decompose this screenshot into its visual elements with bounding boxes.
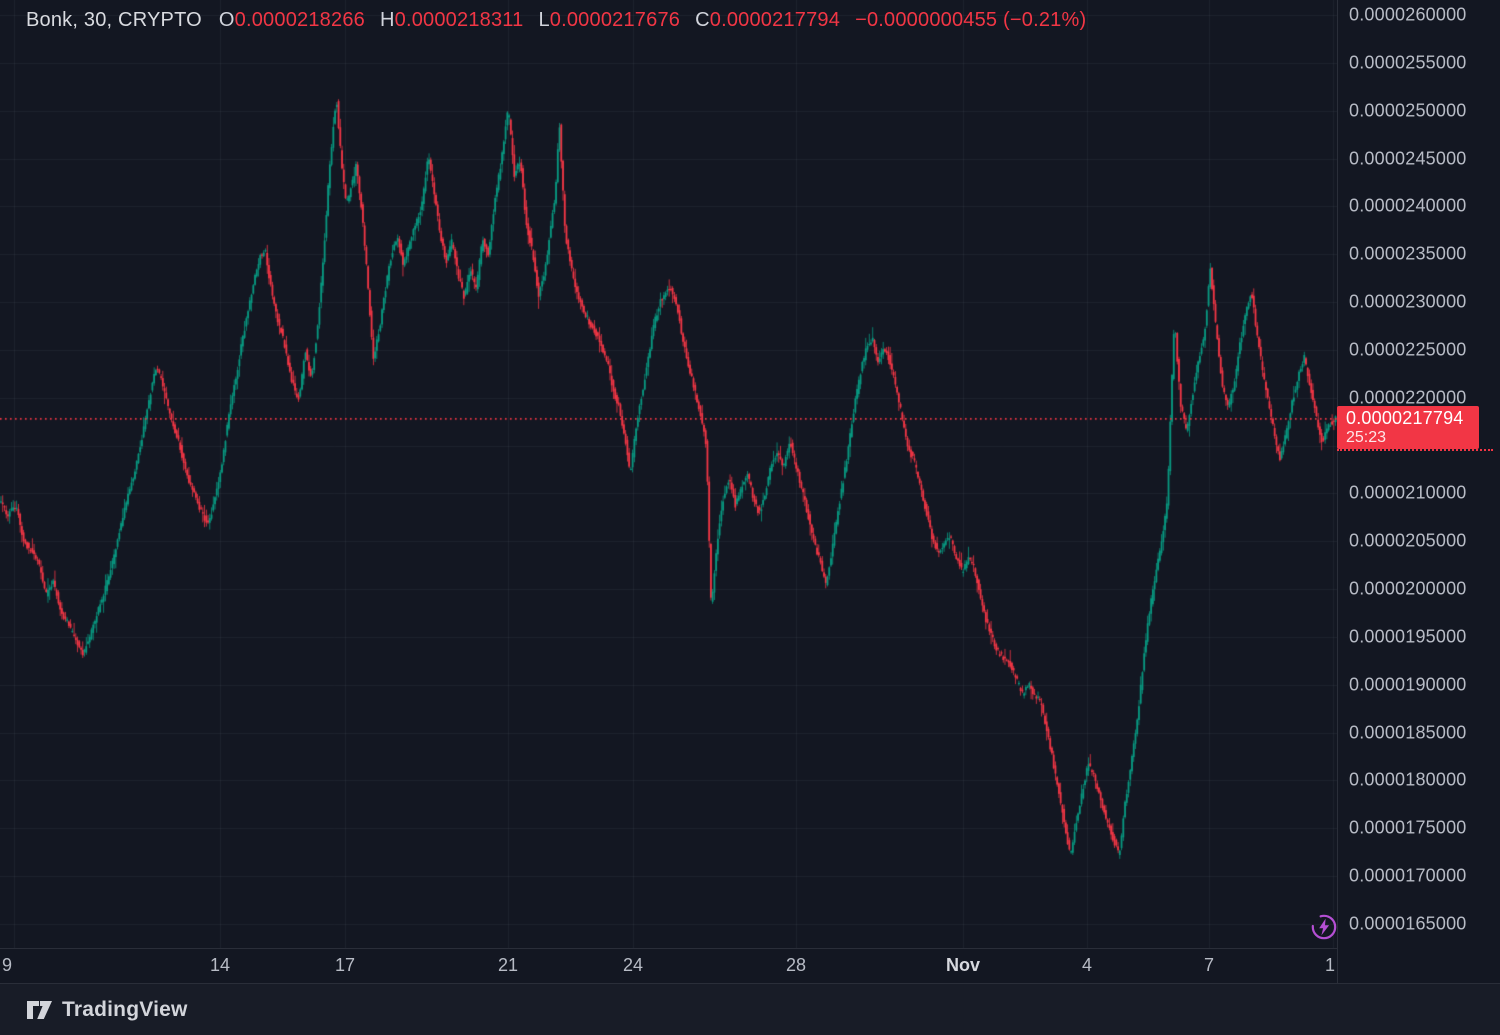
ohlc-open: O0.0000218266 xyxy=(218,9,365,31)
last-price-label: 0.0000217794 25:23 xyxy=(1337,405,1479,449)
time-axis-label: 17 xyxy=(334,955,356,975)
time-axis-label: 14 xyxy=(209,955,231,975)
time-axis-label: 9 xyxy=(1,955,13,975)
time-axis[interactable]: 9 14 17 21 24 28 Nov 4 7 1 xyxy=(0,948,1337,983)
tradingview-logo[interactable]: TradingView xyxy=(26,998,188,1022)
time-axis-label: 28 xyxy=(785,955,807,975)
price-axis-label: 0.0000205000 xyxy=(1349,530,1467,551)
price-axis-label: 0.0000190000 xyxy=(1349,674,1467,695)
boost-button[interactable] xyxy=(1310,913,1338,941)
time-axis-label: 7 xyxy=(1203,955,1215,975)
price-axis-label: 0.0000240000 xyxy=(1349,195,1467,216)
price-axis-label: 0.0000200000 xyxy=(1349,578,1467,599)
price-axis-label: 0.0000195000 xyxy=(1349,626,1467,647)
symbol-title[interactable]: Bonk, 30, CRYPTO xyxy=(26,9,202,31)
price-axis-label: 0.0000260000 xyxy=(1349,4,1467,25)
price-axis-label: 0.0000245000 xyxy=(1349,148,1467,169)
bar-countdown: 25:23 xyxy=(1346,428,1387,446)
ohlc-close: C0.0000217794 xyxy=(695,9,841,31)
tradingview-logo-text: TradingView xyxy=(62,997,188,1021)
price-axis-label: 0.0000170000 xyxy=(1349,865,1467,886)
price-axis-label: 0.0000180000 xyxy=(1349,769,1467,790)
tradingview-mark-icon xyxy=(27,1000,52,1019)
price-axis-label: 0.0000175000 xyxy=(1349,817,1467,838)
price-line-dots xyxy=(1337,449,1493,451)
price-axis-label: 0.0000250000 xyxy=(1349,100,1467,121)
candlestick-chart[interactable] xyxy=(0,0,1337,948)
time-axis-label: Nov xyxy=(945,955,981,975)
price-axis-label: 0.0000255000 xyxy=(1349,52,1467,73)
price-axis-label: 0.0000235000 xyxy=(1349,243,1467,264)
lightning-icon xyxy=(1311,914,1337,940)
price-axis-label: 0.0000225000 xyxy=(1349,339,1467,360)
price-axis-label: 0.0000220000 xyxy=(1349,387,1467,408)
ohlc-low: L0.0000217676 xyxy=(538,9,681,31)
time-axis-label: 4 xyxy=(1081,955,1093,975)
time-axis-label: 21 xyxy=(497,955,519,975)
price-change: −0.0000000455 (−0.21%) xyxy=(855,9,1087,31)
price-axis-label: 0.0000230000 xyxy=(1349,291,1467,312)
price-axis-border xyxy=(1337,0,1338,983)
price-axis-label: 0.0000165000 xyxy=(1349,913,1467,934)
price-axis-label: 0.0000185000 xyxy=(1349,722,1467,743)
price-axis[interactable]: 0.0000260000 0.0000255000 0.0000250000 0.00… xyxy=(1337,0,1500,983)
bottom-toolbar: TradingView xyxy=(0,983,1500,1035)
last-price-value: 0.0000217794 xyxy=(1346,407,1464,428)
price-axis-label: 0.0000210000 xyxy=(1349,482,1467,503)
symbol-legend: Bonk, 30, CRYPTO O0.0000218266 H0.000021… xyxy=(26,9,1101,32)
ohlc-high: H0.0000218311 xyxy=(379,9,524,31)
time-axis-label: 24 xyxy=(622,955,644,975)
time-axis-border xyxy=(0,948,1337,949)
time-axis-label: 1 xyxy=(1324,955,1336,975)
